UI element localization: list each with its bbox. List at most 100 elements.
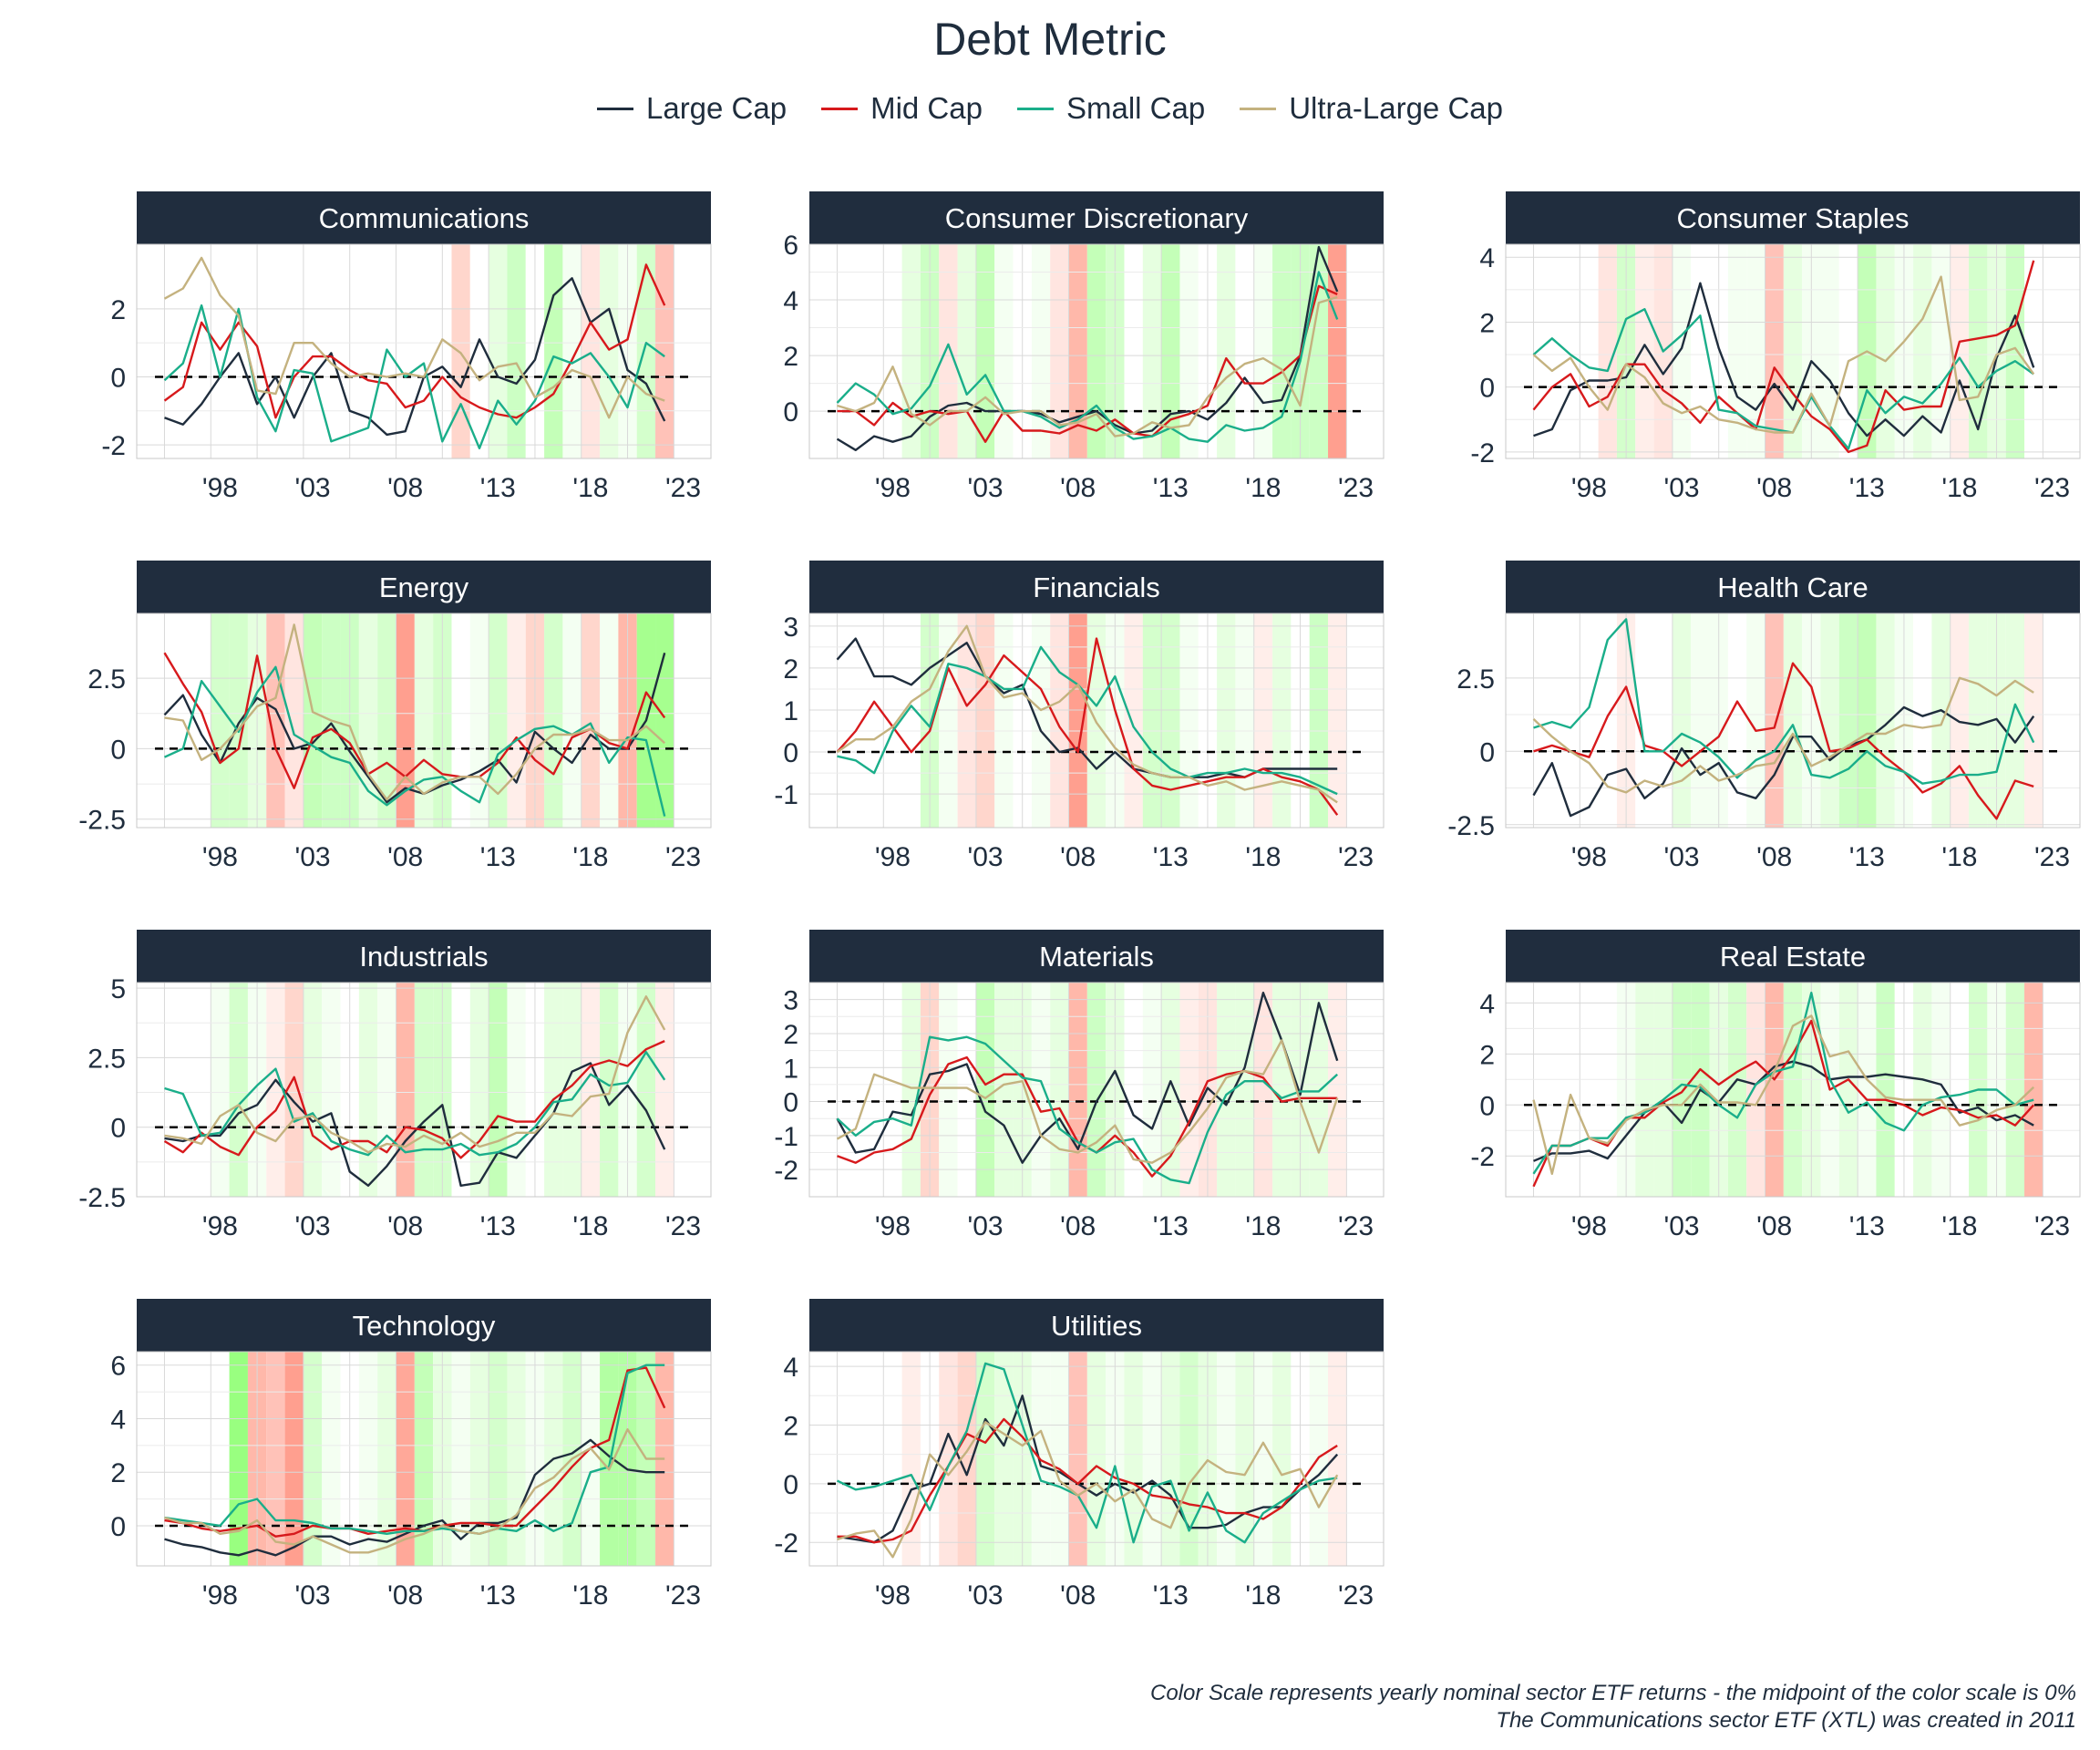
x-tick-label: '18	[1245, 473, 1281, 503]
return-band	[1876, 983, 1895, 1197]
series-line-small-cap	[1533, 618, 2035, 785]
y-tick-label: 0	[110, 363, 126, 393]
x-tick-label: '18	[1941, 842, 1977, 872]
return-band	[469, 983, 489, 1197]
return-band	[1309, 983, 1329, 1197]
return-band	[414, 1352, 434, 1566]
legend-swatch	[1240, 107, 1277, 110]
series-line-mid-cap	[163, 652, 666, 789]
return-band	[507, 244, 526, 458]
return-band	[600, 244, 619, 458]
y-tick-label: 0	[783, 738, 798, 768]
x-tick-label: '08	[387, 473, 423, 503]
y-tick-label: 2	[1479, 308, 1495, 338]
y-tick-label: 0	[110, 1512, 126, 1542]
return-band	[1765, 244, 1784, 458]
return-band	[1068, 1352, 1087, 1566]
series-line-mid-cap	[163, 1040, 665, 1159]
series-line-ultra-large-cap	[837, 295, 1338, 438]
x-tick-label: '13	[480, 1580, 516, 1611]
return-band	[358, 613, 378, 828]
facet-title: Utilities	[1051, 1310, 1142, 1342]
return-band	[1253, 613, 1273, 828]
y-tick-label: -2	[101, 431, 126, 461]
y-tick-label: 5	[110, 974, 126, 1004]
x-tick-label: '23	[1338, 842, 1374, 872]
footnote-color-scale: Color Scale represents yearly nominal se…	[1150, 1681, 2076, 1705]
facet-header	[137, 930, 711, 983]
x-tick-label: '03	[295, 473, 331, 503]
return-band	[1672, 244, 1692, 458]
return-band	[414, 983, 434, 1197]
return-band	[1050, 1352, 1069, 1566]
return-band	[1142, 244, 1162, 458]
return-band	[1253, 244, 1273, 458]
return-band	[1309, 613, 1329, 828]
return-band	[975, 613, 995, 828]
return-band	[636, 983, 656, 1197]
y-tick-label: 0	[1479, 374, 1495, 404]
facet-title: Materials	[1039, 941, 1154, 973]
return-band	[451, 244, 470, 458]
return-band	[975, 244, 995, 458]
facet-panel: Real Estate -2 0 2 4 '98 '03 '08 '13 '18 '23	[1470, 930, 2081, 1241]
chart-title: Debt Metric	[933, 14, 1167, 65]
legend-item: Ultra-Large Cap	[1240, 91, 1503, 126]
y-tick-label: 4	[110, 1405, 126, 1435]
legend-swatch	[821, 107, 859, 110]
return-band	[489, 613, 508, 828]
return-band	[544, 613, 563, 828]
x-tick-label: '18	[572, 842, 608, 872]
return-band	[1179, 983, 1199, 1197]
return-band	[1746, 613, 1765, 828]
return-band	[377, 613, 396, 828]
x-tick-label: '13	[1153, 1580, 1189, 1611]
return-band	[358, 983, 378, 1197]
return-band	[957, 983, 976, 1197]
x-tick-label: '03	[968, 473, 1004, 503]
y-tick-label: 2	[783, 654, 798, 685]
return-band	[1746, 983, 1765, 1197]
return-band	[1783, 244, 1803, 458]
y-tick-label: 2.5	[88, 664, 126, 695]
return-band	[1086, 1352, 1107, 1566]
y-tick-label: 2	[1479, 1040, 1495, 1070]
series-line-small-cap	[836, 271, 1339, 443]
panel-border	[1505, 982, 2081, 1198]
panel-border	[136, 982, 712, 1198]
return-band	[1124, 983, 1143, 1197]
return-band	[211, 983, 230, 1197]
return-band	[1931, 983, 1951, 1197]
facet-panel: Industrials -2.5 0 2.5 5 '98 '03 '08 '13 '18 '23	[78, 930, 712, 1241]
x-tick-label: '13	[1153, 473, 1189, 503]
panel-border	[1505, 243, 2081, 459]
facet-title: Real Estate	[1720, 941, 1866, 973]
return-band	[636, 244, 656, 458]
return-band	[1142, 1352, 1162, 1566]
y-tick-label: 0	[1479, 1091, 1495, 1121]
facet-panel: Technology 0 2 4 6 '98 '03 '08 '13 '18 '23	[110, 1299, 712, 1611]
x-tick-label: '98	[875, 1211, 911, 1241]
return-band	[994, 613, 1014, 828]
return-band	[1838, 613, 1858, 828]
series-line-mid-cap	[837, 284, 1338, 443]
return-band	[1161, 244, 1180, 458]
return-band	[1672, 983, 1692, 1197]
y-tick-label: -2	[774, 1529, 798, 1559]
x-tick-label: '98	[1571, 1211, 1607, 1241]
facet-title: Communications	[319, 202, 530, 234]
x-tick-label: '18	[1245, 1580, 1281, 1611]
facet-header	[809, 930, 1384, 983]
return-band	[469, 1352, 489, 1566]
x-tick-label: '23	[2034, 842, 2070, 872]
y-tick-label: 2	[783, 1020, 798, 1050]
x-tick-label: '08	[387, 1580, 423, 1611]
return-band	[2005, 613, 2025, 828]
return-band	[1328, 983, 1347, 1197]
x-tick-label: '18	[572, 473, 608, 503]
return-band	[377, 1352, 396, 1566]
return-band	[975, 1352, 995, 1566]
return-band	[377, 983, 396, 1197]
y-tick-label: 0	[110, 1114, 126, 1144]
